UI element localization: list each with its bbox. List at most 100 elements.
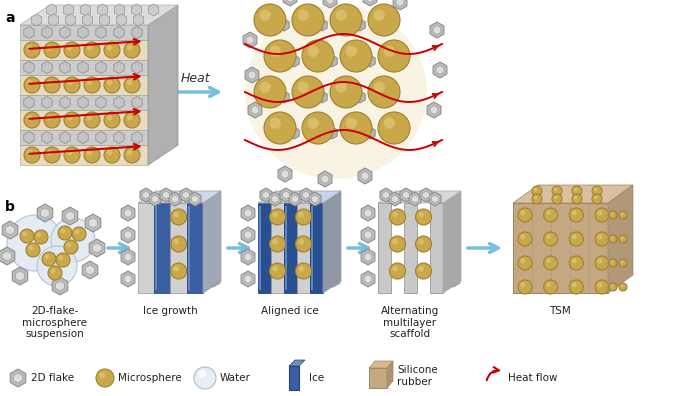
Circle shape (553, 188, 558, 191)
Circle shape (264, 40, 296, 72)
Polygon shape (20, 110, 148, 130)
Polygon shape (172, 195, 178, 203)
Circle shape (595, 208, 609, 222)
Polygon shape (367, 58, 373, 64)
Circle shape (84, 42, 100, 58)
Polygon shape (241, 249, 255, 265)
Circle shape (198, 370, 206, 378)
Circle shape (269, 263, 286, 279)
Polygon shape (443, 191, 461, 293)
Circle shape (544, 232, 558, 246)
Polygon shape (449, 274, 457, 284)
Polygon shape (52, 277, 68, 295)
Circle shape (75, 229, 79, 234)
Polygon shape (40, 208, 49, 218)
Polygon shape (326, 205, 340, 221)
Polygon shape (209, 274, 217, 284)
Polygon shape (357, 22, 363, 28)
Polygon shape (378, 191, 461, 203)
Circle shape (378, 40, 410, 72)
Polygon shape (279, 91, 289, 103)
Circle shape (173, 212, 179, 217)
Polygon shape (365, 55, 375, 67)
Polygon shape (326, 0, 334, 4)
Polygon shape (326, 249, 340, 265)
Circle shape (58, 226, 72, 240)
Polygon shape (187, 203, 203, 293)
Circle shape (260, 10, 271, 21)
Polygon shape (364, 274, 372, 284)
Circle shape (60, 227, 73, 240)
Polygon shape (116, 14, 127, 26)
Polygon shape (132, 131, 142, 143)
Polygon shape (2, 221, 18, 239)
Circle shape (260, 82, 271, 93)
Polygon shape (99, 14, 110, 26)
Circle shape (273, 266, 278, 271)
Polygon shape (316, 91, 327, 103)
Polygon shape (20, 130, 148, 145)
Circle shape (534, 188, 537, 191)
Polygon shape (246, 36, 254, 44)
Polygon shape (124, 230, 132, 240)
Polygon shape (358, 168, 372, 184)
Polygon shape (42, 97, 52, 109)
Polygon shape (285, 206, 287, 290)
Polygon shape (154, 203, 171, 293)
Text: Ice growth: Ice growth (142, 306, 197, 316)
Circle shape (87, 45, 92, 50)
Circle shape (610, 284, 613, 287)
Polygon shape (289, 127, 299, 139)
Circle shape (378, 112, 410, 144)
Circle shape (521, 234, 525, 239)
Polygon shape (355, 91, 365, 103)
Polygon shape (289, 55, 299, 67)
Circle shape (572, 282, 577, 287)
Circle shape (572, 186, 582, 196)
Polygon shape (329, 130, 335, 136)
Polygon shape (155, 206, 158, 290)
Polygon shape (124, 209, 132, 217)
Polygon shape (430, 22, 444, 38)
Circle shape (124, 77, 140, 93)
Circle shape (27, 45, 32, 50)
Circle shape (544, 208, 558, 222)
Polygon shape (124, 253, 132, 261)
Polygon shape (14, 373, 23, 383)
Polygon shape (20, 5, 178, 25)
Circle shape (295, 209, 312, 225)
Circle shape (597, 259, 602, 263)
Polygon shape (289, 192, 301, 206)
Circle shape (67, 80, 73, 86)
Polygon shape (260, 188, 272, 202)
Polygon shape (272, 195, 278, 203)
Polygon shape (316, 19, 327, 31)
Polygon shape (367, 130, 373, 136)
Polygon shape (78, 131, 88, 143)
Circle shape (569, 280, 584, 294)
Polygon shape (60, 61, 70, 74)
Circle shape (67, 150, 73, 155)
Circle shape (84, 112, 100, 128)
Polygon shape (446, 249, 460, 265)
Circle shape (273, 239, 278, 244)
Circle shape (34, 230, 48, 244)
Circle shape (173, 239, 179, 244)
Circle shape (295, 236, 312, 252)
Polygon shape (329, 274, 337, 284)
Polygon shape (49, 14, 59, 26)
Polygon shape (241, 271, 255, 287)
Polygon shape (183, 191, 189, 199)
Circle shape (27, 80, 32, 86)
Circle shape (340, 40, 372, 72)
Polygon shape (361, 205, 375, 221)
Polygon shape (209, 230, 217, 240)
Polygon shape (409, 192, 421, 206)
Circle shape (127, 80, 132, 86)
Circle shape (47, 150, 52, 155)
Circle shape (104, 147, 120, 163)
Polygon shape (436, 66, 444, 74)
Circle shape (595, 280, 609, 294)
Polygon shape (383, 191, 389, 199)
Polygon shape (142, 191, 149, 199)
